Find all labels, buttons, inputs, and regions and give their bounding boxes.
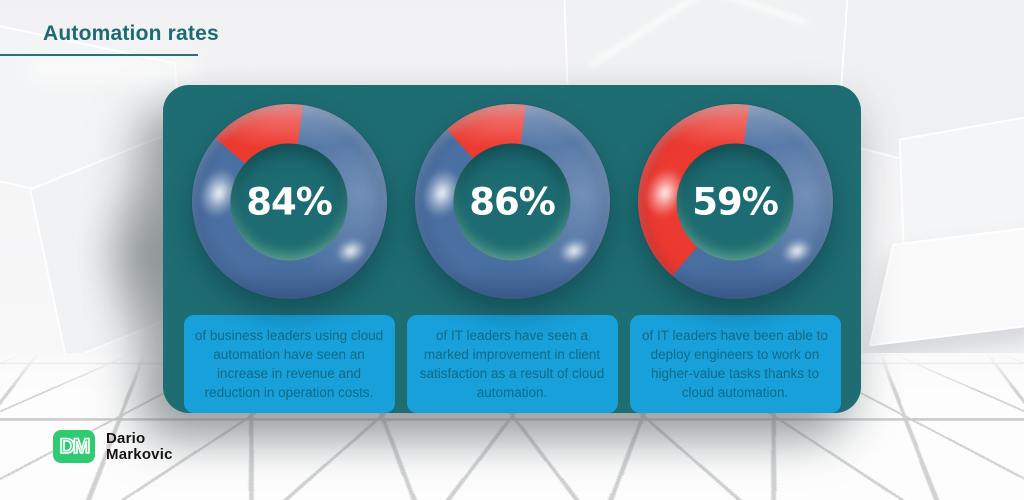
callout-box: of business leaders using cloud automati… — [183, 315, 395, 413]
donut-center: 84% — [230, 143, 348, 260]
stat-description: of IT leaders have seen a marked improve… — [419, 327, 605, 401]
donut-center: 86% — [453, 143, 571, 260]
logo-monogram-badge: DM — [53, 430, 95, 463]
specular-highlight — [554, 233, 593, 269]
logo-monogram: DM — [59, 434, 91, 459]
donut-chart-it-satisfaction: 86% — [414, 104, 610, 299]
callout-box: of IT leaders have seen a marked improve… — [406, 315, 618, 413]
callout-box: of IT leaders have been able to deploy e… — [629, 315, 841, 413]
logo-name-line2: Markovic — [106, 445, 173, 463]
logo-name: Dario Markovic — [106, 429, 173, 463]
specular-highlight — [777, 233, 816, 269]
percent-value: 86% — [469, 180, 556, 223]
page-title: Automation rates — [43, 22, 219, 45]
glow-flare — [30, 62, 200, 78]
donut-chart-it-deployment: 59% — [637, 104, 833, 299]
logo-name-line1: Dario — [106, 429, 146, 447]
title-underline — [0, 54, 198, 56]
donut-center: 59% — [676, 143, 794, 260]
stats-panel: 84% of business leaders using cloud auto… — [163, 85, 861, 413]
percent-value: 84% — [246, 180, 333, 223]
specular-highlight — [331, 233, 370, 269]
percent-value: 59% — [692, 180, 779, 223]
donut-chart-business-leaders: 84% — [191, 104, 387, 299]
stat-column-3: 59% of IT leaders have been able to depl… — [629, 104, 841, 413]
stat-description: of business leaders using cloud automati… — [194, 327, 384, 401]
stat-column-1: 84% of business leaders using cloud auto… — [183, 104, 395, 413]
stat-column-2: 86% of IT leaders have seen a marked imp… — [406, 104, 618, 413]
brand-logo: DM Dario Markovic — [53, 430, 173, 463]
stat-description: of IT leaders have been able to deploy e… — [642, 327, 828, 401]
background-facet — [868, 222, 1024, 347]
